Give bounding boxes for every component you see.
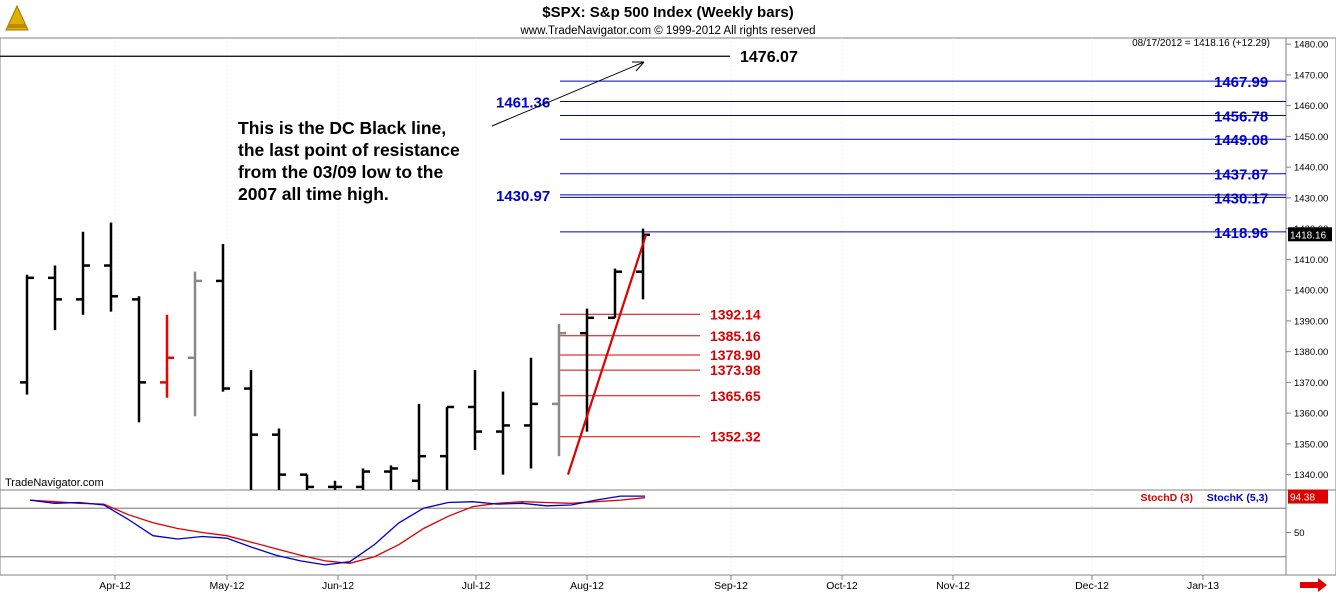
ohlc-bar [552, 323, 566, 457]
resistance-label: 1430.97 [496, 188, 550, 205]
annotation-line-4: 2007 all time high. [238, 184, 389, 204]
ohlc-bar [636, 228, 650, 300]
x-tick-label: Aug-12 [570, 580, 604, 592]
price-tick-label: 1410.00 [1294, 255, 1328, 266]
last-price-tag [1288, 227, 1332, 242]
stoch-last-label: 94.38 [1290, 493, 1315, 504]
ohlc-bar [20, 274, 34, 395]
ohlc-bar [160, 314, 174, 398]
annotation-line-2: the last point of resistance [238, 140, 460, 160]
x-tick-label: Dec-12 [1075, 580, 1109, 592]
stoch-series-line [29, 497, 646, 564]
last-price-label: 1418.16 [1290, 230, 1327, 241]
x-tick-label: Jul-12 [462, 580, 491, 592]
ohlc-bar [76, 231, 90, 315]
stoch-legend-label: StochD (3) [1141, 492, 1194, 504]
stoch-panel-frame [0, 489, 1287, 576]
last-close-readout: 08/17/2012 = 1418.16 (+12.29) [1132, 38, 1270, 49]
scroll-right-icon[interactable] [1298, 578, 1328, 592]
price-tick-label: 1480.00 [1294, 40, 1328, 51]
stoch-legend-label: StochK (5,3) [1207, 492, 1268, 504]
resistance-label: 1449.08 [1214, 132, 1268, 149]
price-axis-frame [1285, 37, 1336, 491]
stoch-last-tag [1288, 489, 1328, 504]
grid-layer [114, 38, 1204, 575]
price-tick-label: 1350.00 [1294, 439, 1328, 450]
resistance-label: 1430.17 [1214, 190, 1268, 207]
x-tick-label: Nov-12 [936, 580, 970, 592]
x-tick-label: Apr-12 [99, 580, 131, 592]
ohlc-bar [104, 222, 118, 312]
ohlc-bar [216, 244, 230, 392]
price-tick-label: 1440.00 [1294, 163, 1328, 174]
annotation-line-1: This is the DC Black line, [238, 118, 446, 138]
ohlc-bar [132, 296, 146, 423]
price-tick-label: 1370.00 [1294, 378, 1328, 389]
watermark: TradeNavigator.com [5, 477, 104, 489]
price-tick-label: 1460.00 [1294, 101, 1328, 112]
price-tick-label: 1360.00 [1294, 409, 1328, 420]
price-tick-label: 1390.00 [1294, 316, 1328, 327]
ohlc-bar [244, 370, 258, 490]
tradenavigator-logo-icon [3, 4, 31, 32]
stoch-tick-label: 50 [1294, 528, 1305, 539]
x-tick-label: Oct-12 [826, 580, 858, 592]
ohlc-bar [188, 271, 202, 417]
ohlc-bar [608, 268, 622, 320]
trend-line [566, 234, 648, 475]
ohlc-bar [580, 308, 594, 432]
ohlc-bar [356, 468, 370, 490]
x-tick-label: Jun-12 [322, 580, 354, 592]
arrow-head-icon [632, 61, 645, 72]
ohlc-bar [384, 465, 398, 490]
price-axis: 1480.00 1470.00 1460.00 1450.00 1440.00 1430.… [1286, 40, 1332, 481]
support-label: 1392.14 [710, 306, 761, 322]
support-label: 1365.65 [710, 388, 761, 404]
resistance-label: 1418.96 [1214, 225, 1268, 242]
chart-subtitle: www.TradeNavigator.com © 1999-2012 All r… [519, 25, 815, 37]
ohlc-bar [328, 480, 342, 490]
x-tick-label: May-12 [209, 580, 244, 592]
ohlc-bar [524, 357, 538, 469]
price-bars [20, 222, 650, 490]
price-tick-label: 1400.00 [1294, 286, 1328, 297]
stoch-series-line [29, 495, 645, 566]
ohlc-bar [440, 405, 454, 490]
price-tick-label: 1380.00 [1294, 347, 1328, 358]
ohlc-bar [496, 391, 510, 475]
stochastic-panel: 50 94.38 StochD (3) StochK (5,3) [0, 489, 1328, 566]
price-levels: 1476.07 1467.99 1461.36 1456.78 1449.08 1437.… [0, 49, 1286, 445]
price-tick-label: 1470.00 [1294, 70, 1328, 81]
ohlc-bar [412, 403, 426, 490]
resistance-label: 1467.99 [1214, 74, 1268, 91]
annotation-line-3: from the 03/09 low to the [238, 162, 443, 182]
x-axis: Apr-12 May-12 Jun-12 Jul-12 Aug-12 Sep-12 Oct-… [99, 575, 1219, 592]
ohlc-bar [48, 265, 62, 331]
x-tick-label: Sep-12 [714, 580, 748, 592]
price-tick-label: 1450.00 [1294, 132, 1328, 143]
support-label: 1352.32 [710, 429, 761, 445]
support-label: 1385.16 [710, 328, 761, 344]
annotation: This is the DC Black line, the last poin… [238, 61, 645, 204]
resistance-label: 1461.36 [496, 94, 550, 111]
ohlc-bar [272, 428, 286, 490]
chart-title: $SPX: S&p 500 Index (Weekly bars) [542, 4, 794, 21]
annotation-arrow [491, 61, 645, 127]
support-label: 1378.90 [710, 347, 761, 363]
resistance-label: 1437.87 [1214, 167, 1268, 184]
ohlc-bar [300, 473, 314, 490]
price-tick-label: 1430.00 [1294, 193, 1328, 204]
dc-black-line-label: 1476.07 [740, 49, 798, 66]
price-tick-label: 1340.00 [1294, 470, 1328, 481]
resistance-label: 1456.78 [1214, 109, 1268, 126]
x-tick-label: Jan-13 [1187, 580, 1219, 592]
support-label: 1373.98 [710, 362, 761, 378]
ohlc-bar [468, 370, 482, 451]
